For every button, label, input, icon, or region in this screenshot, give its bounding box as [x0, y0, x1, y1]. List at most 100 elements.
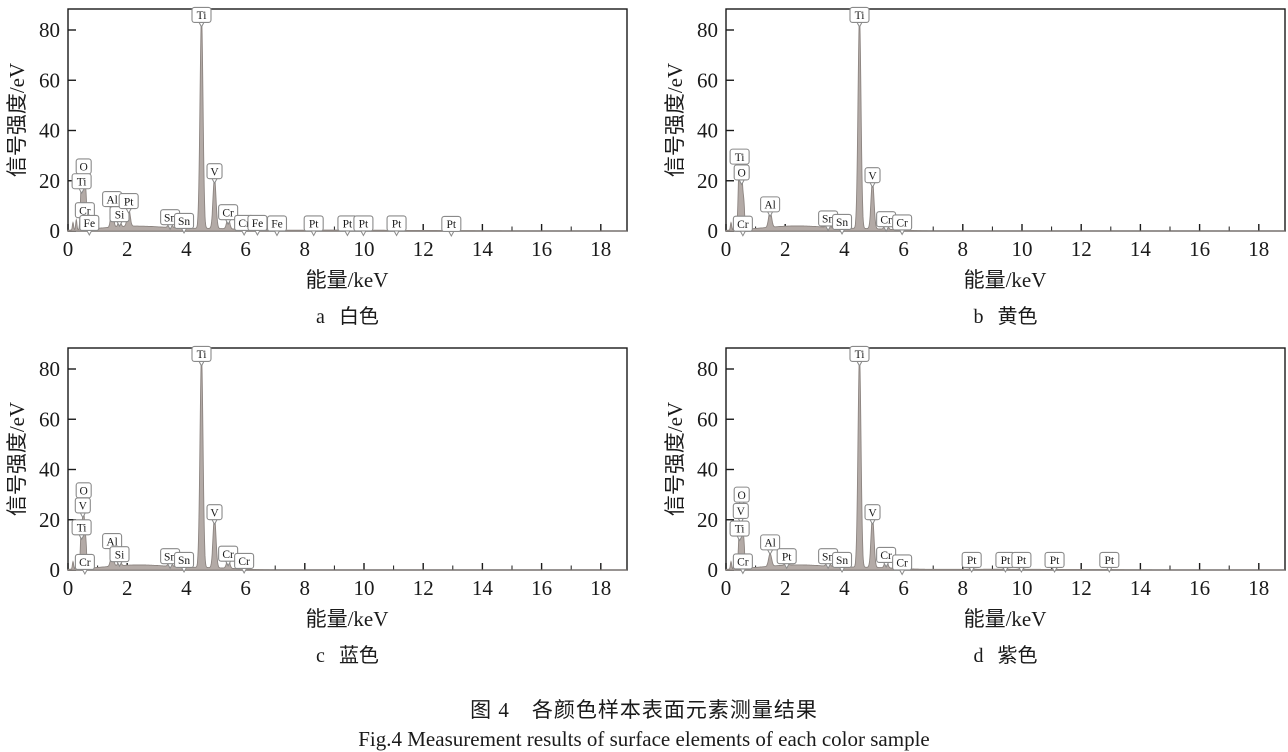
element-label-pt: Pt [1044, 551, 1065, 573]
plot-frame [725, 347, 1286, 571]
label-box [864, 504, 881, 521]
element-label-cr: Cr [876, 211, 897, 233]
eds-chart-yellow: 0 20 40 60 80 0 2 4 6 8 10 12 14 16 18 Ti O Cr Al Sn Sn Ti V Cr… [663, 6, 1286, 292]
label-box [732, 215, 753, 232]
label-box [74, 497, 91, 514]
x-tick-label: 12 [413, 576, 434, 600]
x-tick-label: 6 [898, 237, 909, 261]
label-box [831, 551, 853, 568]
label-text: Si [115, 209, 125, 221]
subplot-caption-a: a 白色 [68, 300, 627, 329]
charts-grid: 0 20 40 60 80 0 2 4 6 8 10 12 14 16 18 O Ti Cr Fe Al Si Pt Sn S… [5, 0, 1288, 668]
element-label-fe: Fe [247, 214, 268, 237]
y-tick-label: 40 [39, 119, 60, 143]
x-tick-label: 4 [181, 237, 192, 261]
element-label-cr: Cr [876, 546, 897, 568]
label-text: O [738, 490, 746, 502]
label-text: Pt [1050, 555, 1060, 567]
x-tick-label: 12 [1071, 237, 1092, 261]
label-text: V [210, 507, 219, 519]
label-box [733, 164, 750, 181]
label-text: Cr [79, 557, 91, 569]
label-box [1099, 551, 1120, 568]
label-box [732, 553, 753, 570]
y-tick-label: 60 [697, 68, 718, 92]
x-axis-title: 能量/keV [964, 607, 1047, 631]
label-box [849, 345, 870, 362]
label-text: Pt [392, 219, 402, 231]
y-tick-label: 0 [50, 558, 61, 582]
label-text: Pt [1001, 555, 1011, 567]
label-text: Cr [896, 218, 908, 230]
label-text: Al [106, 536, 118, 548]
label-text: Ti [855, 349, 865, 361]
y-tick-label: 40 [697, 458, 718, 482]
figure-caption-zh: 图 4 各颜色样本表面元素测量结果 [470, 698, 818, 722]
y-axis-title: 信号强度/eV [5, 63, 29, 177]
x-tick-label: 2 [780, 237, 791, 261]
x-tick-label: 14 [472, 237, 494, 261]
x-tick-label: 16 [531, 576, 552, 600]
x-tick-label: 10 [1012, 576, 1033, 600]
label-box [733, 486, 750, 503]
label-text: Cr [737, 219, 749, 231]
plot-frame [67, 347, 628, 571]
subplot-b: 0 20 40 60 80 0 2 4 6 8 10 12 14 16 18 Ti O Cr Al Sn Sn Ti V Cr… [658, 0, 1288, 329]
label-box [173, 212, 195, 229]
label-text: Pt [309, 219, 319, 231]
label-box [71, 173, 92, 190]
element-label-sn: Sn [173, 212, 195, 234]
x-tick-label: 14 [1130, 576, 1152, 600]
element-label-pt: Pt [995, 551, 1016, 573]
label-box [218, 204, 239, 221]
element-label-cr: Cr [234, 552, 255, 574]
element-label-fe: Fe [79, 214, 100, 237]
label-text: Pt [447, 219, 457, 231]
x-tick-label: 16 [1189, 576, 1210, 600]
x-tick-label: 12 [413, 237, 434, 261]
x-tick-label: 8 [300, 576, 311, 600]
label-text: Ti [197, 10, 207, 22]
label-box [961, 551, 982, 568]
spectrum-curve [725, 356, 1285, 571]
x-tick-label: 2 [780, 576, 791, 600]
subplot-color-label: 蓝色 [338, 645, 379, 667]
plot-frame [725, 8, 1286, 232]
label-text: Pt [359, 219, 369, 231]
element-label-ti: Ti [191, 345, 212, 367]
element-label-v: V [206, 504, 223, 526]
element-label-pt: Pt [1099, 551, 1120, 573]
label-box [266, 215, 288, 232]
label-text: Si [115, 549, 125, 561]
element-label-ti: Ti [849, 6, 870, 28]
x-tick-label: 0 [721, 237, 732, 261]
subplot-letter: c [316, 645, 325, 667]
subplot-color-label: 黄色 [997, 306, 1038, 328]
x-axis-title: 能量/keV [306, 607, 389, 631]
label-text: Cr [222, 207, 234, 219]
x-tick-label: 6 [240, 237, 251, 261]
x-tick-label: 10 [354, 576, 375, 600]
x-tick-label: 8 [958, 237, 969, 261]
x-tick-label: 14 [1130, 237, 1152, 261]
element-label-cr: Cr [732, 553, 753, 575]
x-tick-label: 6 [898, 576, 909, 600]
x-tick-label: 14 [472, 576, 494, 600]
label-box [1011, 551, 1032, 568]
y-axis-title: 信号强度/eV [5, 402, 29, 516]
label-text: V [79, 501, 88, 513]
element-label-v: V [864, 167, 881, 189]
label-box [386, 215, 407, 232]
label-text: Ti [735, 524, 745, 536]
label-text: V [737, 506, 746, 518]
x-tick-label: 8 [958, 576, 969, 600]
element-label-pt: Pt [1011, 551, 1032, 573]
subplot-caption-d: d 紫色 [726, 639, 1285, 668]
element-label-fe: Fe [266, 215, 288, 237]
x-axis-title: 能量/keV [306, 268, 389, 292]
x-tick-label: 10 [1012, 237, 1033, 261]
subplot-color-label: 紫色 [997, 645, 1038, 667]
